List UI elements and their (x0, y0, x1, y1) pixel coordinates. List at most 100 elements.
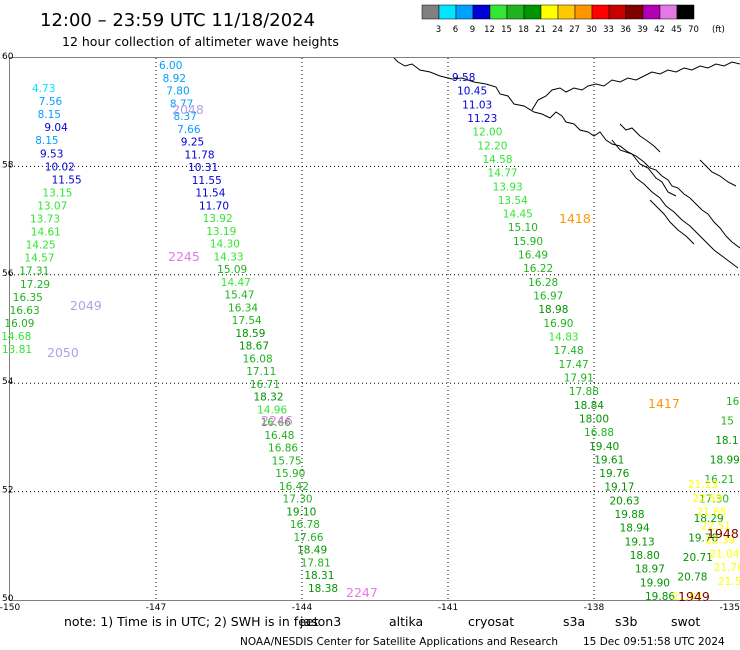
wave-height-value: 16.90 (543, 318, 573, 330)
wave-height-value: 19.17 (604, 482, 634, 494)
wave-height-value: 17.30 (699, 494, 729, 506)
wave-height-value: 19.90 (640, 577, 670, 589)
wave-height-value: 14.61 (31, 227, 61, 239)
wave-height-value: 11.70 (199, 200, 229, 212)
wave-height-value: 8.37 (174, 111, 197, 123)
wave-height-value: 17.29 (20, 279, 50, 291)
wave-height-value: 7.80 (166, 86, 189, 98)
latitude-label: 54 (2, 377, 14, 387)
alaska-coastline-detail (531, 61, 740, 111)
wave-height-value: 21.04 (709, 548, 739, 560)
wave-height-value: 16.97 (533, 291, 563, 303)
pass-number-label: 1949 (678, 589, 710, 604)
legend-label: 18 (518, 25, 529, 35)
wave-height-tracks: 6.008.927.808.778.377.669.2511.7810.3111… (1, 60, 740, 603)
wave-height-value: 21.53 (718, 576, 740, 588)
wave-height-value: 17.47 (559, 359, 589, 371)
island-coast-3 (649, 199, 695, 245)
wave-height-value: 22.51 (701, 521, 731, 533)
wave-height-value: 17.88 (569, 386, 599, 398)
legend-swatch (642, 4, 661, 20)
latitude-label: 58 (2, 160, 14, 170)
wave-height-value: 14.68 (1, 331, 31, 343)
wave-height-value: 13.19 (206, 226, 236, 238)
wave-height-value: 15.90 (275, 468, 305, 480)
wave-height-value: 8.92 (163, 73, 186, 85)
wave-height-value: 9.25 (181, 137, 204, 149)
longitude-label: -150 (0, 603, 20, 613)
wave-height-value: 17.11 (246, 366, 276, 378)
latitude-label: 52 (2, 486, 13, 496)
legend-swatch (523, 4, 542, 20)
timestamp: 15 Dec 09:51:58 UTC 2024 (583, 636, 725, 648)
wave-height-value: 18.80 (630, 550, 660, 562)
legend-swatch (574, 4, 593, 20)
legend-label: 6 (453, 25, 458, 35)
wave-height-value: 15.75 (272, 455, 302, 467)
wave-height-value: 14.96 (257, 404, 287, 416)
legend-swatch (557, 4, 576, 20)
color-legend: 3 6 9 12 15 18 21 24 27 30 33 36 39 42 45 70 (ft) (421, 4, 725, 35)
legend-swatch (455, 4, 474, 20)
latitude-label: 50 (2, 594, 14, 604)
legend-label: 33 (603, 25, 614, 35)
satellite-name-altika: altika (389, 614, 423, 629)
wave-height-value: 18.49 (297, 545, 327, 557)
legend-label: 42 (654, 25, 665, 35)
wave-height-value: 14.33 (214, 251, 244, 263)
legend-swatch (506, 4, 525, 20)
wave-height-value: 19.10 (286, 506, 316, 518)
wave-height-value: 18.98 (538, 304, 568, 316)
wave-height-value: 16.09 (4, 318, 34, 330)
wave-height-value: 18.1 (715, 435, 738, 447)
credit-line: NOAA/NESDIS Center for Satellite Applica… (240, 636, 558, 648)
wave-height-value: 15.47 (224, 290, 254, 302)
wave-height-value: 14.47 (221, 277, 251, 289)
wave-height-value: 16.71 (250, 379, 280, 391)
wave-height-value: 22.59 (692, 493, 722, 505)
wave-height-value: 15 (721, 416, 734, 428)
satellite-name-swot: swot (671, 614, 700, 629)
legend-label: 45 (671, 25, 682, 35)
alaska-coastline (393, 57, 740, 249)
island-coast-5 (619, 123, 661, 153)
wave-height-value: 18.29 (694, 513, 724, 525)
wave-height-value: 19.76 (599, 468, 629, 480)
wave-height-value: 17.30 (283, 494, 313, 506)
wave-height-value: 19.88 (615, 509, 645, 521)
legend-swatch (625, 4, 644, 20)
wave-height-value: 16.88 (584, 427, 614, 439)
island-coast-2 (629, 169, 739, 269)
wave-height-value: 13.15 (42, 187, 72, 199)
island-coast-4 (699, 159, 737, 187)
wave-height-value: 11.55 (192, 175, 222, 187)
wave-height-value: 7.56 (39, 96, 63, 108)
legend-label: 70 (688, 25, 699, 35)
track-eastmost: 16 15 18.1 18.99 16.21 17.30 18.29 19.78 20.71 20… (672, 396, 740, 603)
wave-height-value: 16.42 (279, 481, 309, 493)
track-east: 9.5810.4511.0311.2312.0012.2014.5814.771… (452, 72, 675, 603)
pass-number-label: 1948 (707, 526, 739, 541)
pass-number-label: 1417 (648, 396, 680, 411)
legend-swatch (472, 4, 491, 20)
wave-height-value: 19.78 (688, 533, 718, 545)
wave-height-value: 16 (726, 396, 740, 408)
wave-height-value: 16.78 (290, 519, 320, 531)
wave-height-value: 19.13 (625, 536, 655, 548)
wave-height-value: 16.34 (228, 302, 258, 314)
pass-number-label: 2050 (47, 345, 79, 360)
wave-height-value: 18.00 (579, 413, 609, 425)
legend-label: 24 (552, 25, 563, 35)
wave-height-value: 18.31 (304, 570, 334, 582)
pass-number-label: 2049 (70, 298, 102, 313)
wave-height-value: 16.35 (13, 292, 43, 304)
legend-unit: (ft) (712, 25, 725, 35)
wave-height-value: 21.13 (688, 479, 718, 491)
wave-height-value: 17.66 (293, 532, 323, 544)
wave-height-value: 21.76 (714, 562, 740, 574)
wave-height-value: 16.63 (10, 305, 40, 317)
wave-height-value: 16.49 (518, 250, 548, 262)
coastline (393, 57, 740, 269)
